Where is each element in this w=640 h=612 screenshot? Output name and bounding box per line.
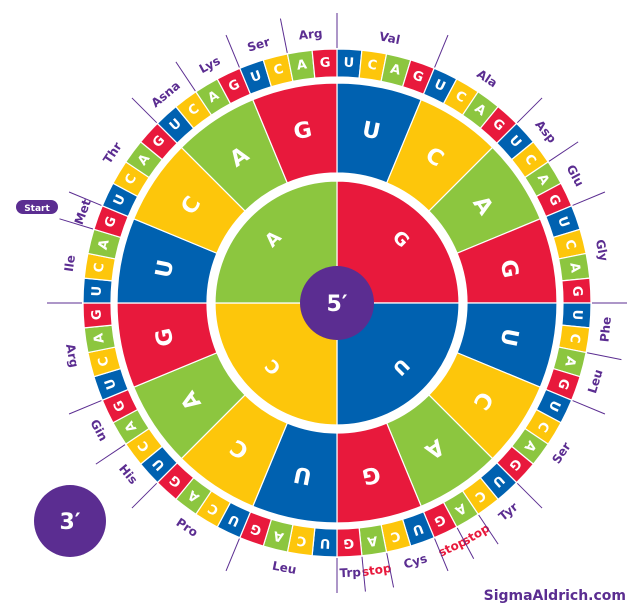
amino-acid-label: Phe bbox=[597, 316, 613, 343]
third-base-letter: U bbox=[249, 68, 264, 86]
third-base-letter: U bbox=[90, 286, 106, 297]
third-base-segment bbox=[311, 48, 338, 79]
third-base-letter: U bbox=[410, 520, 425, 538]
first-base-segment bbox=[214, 302, 338, 426]
amino-acid-divider bbox=[279, 18, 288, 53]
amino-acid-divider bbox=[456, 527, 475, 559]
third-base-letter: G bbox=[102, 215, 120, 230]
amino-acid-label: Trp bbox=[339, 565, 361, 580]
amino-acid-divider bbox=[572, 400, 606, 415]
third-base-letter: C bbox=[296, 532, 308, 548]
amino-acid-divider bbox=[225, 538, 240, 572]
amino-acid-divider bbox=[175, 61, 196, 92]
third-base-letter: A bbox=[366, 532, 378, 548]
amino-acid-divider bbox=[434, 538, 449, 572]
third-base-ring: U C A G UCAGUCAGUCAGUCAGUCAGUCAGUCAGUCAGUCAG… bbox=[82, 48, 592, 558]
third-base-letter: A bbox=[96, 238, 113, 251]
amino-acid-label: Leu bbox=[271, 559, 298, 577]
second-base-letter: U bbox=[292, 461, 314, 489]
amino-acid-divider bbox=[386, 553, 395, 588]
third-base-letter: G bbox=[320, 56, 331, 72]
third-base-letter: C bbox=[566, 332, 582, 344]
amino-acid-label: Ile bbox=[62, 254, 78, 273]
second-base-letter: G bbox=[360, 461, 383, 489]
third-base-letter: A bbox=[272, 527, 285, 544]
second-base-letter: G bbox=[495, 258, 523, 281]
center-circle bbox=[300, 266, 374, 340]
third-base-letter: U bbox=[343, 56, 354, 72]
third-base-letter: A bbox=[91, 332, 107, 344]
second-base-letter: U bbox=[360, 117, 382, 145]
third-base-letter: U bbox=[554, 215, 572, 230]
amino-acid-divider bbox=[131, 97, 158, 124]
amino-acid-label: Val bbox=[378, 29, 401, 47]
second-base-letter: G bbox=[151, 326, 179, 349]
amino-acid-divider bbox=[68, 400, 102, 415]
amino-acid-divider bbox=[548, 141, 579, 162]
amino-acid-divider bbox=[361, 556, 366, 592]
first-base-segment bbox=[336, 180, 460, 304]
third-base-letter: G bbox=[90, 309, 106, 320]
amino-acid-divider bbox=[434, 34, 449, 68]
amino-acid-divider bbox=[516, 97, 543, 124]
third-base-letter: C bbox=[272, 62, 285, 79]
third-base-letter: U bbox=[320, 535, 331, 551]
amino-acid-label: Ser bbox=[246, 35, 272, 55]
brand-text: SigmaAldrich.com bbox=[483, 588, 626, 604]
third-base-letter: A bbox=[566, 262, 582, 274]
third-base-letter: A bbox=[389, 62, 402, 79]
third-base-letter: G bbox=[410, 68, 425, 86]
amino-acid-divider bbox=[572, 191, 606, 206]
second-base-letter: U bbox=[495, 326, 523, 348]
third-base-letter: U bbox=[569, 309, 585, 320]
amino-acid-divider bbox=[95, 444, 126, 465]
third-base-letter: C bbox=[91, 262, 107, 274]
second-base-letter: U bbox=[151, 258, 179, 280]
third-base-letter: G bbox=[249, 520, 264, 538]
third-base-letter: C bbox=[389, 527, 402, 544]
third-base-letter: C bbox=[561, 238, 578, 251]
amino-acid-divider bbox=[59, 218, 94, 230]
stop-codon-label: stop bbox=[361, 561, 393, 579]
start-badge-label: Start bbox=[24, 204, 50, 214]
amino-acid-divider bbox=[587, 352, 622, 361]
amino-acid-label: Arg bbox=[63, 343, 81, 369]
amino-acid-divider bbox=[68, 191, 102, 206]
amino-acid-divider bbox=[131, 482, 158, 509]
start-badge bbox=[16, 200, 58, 214]
end-label: 3′ bbox=[59, 510, 80, 535]
third-base-letter: A bbox=[296, 57, 308, 73]
end-circle bbox=[34, 485, 106, 557]
second-base-letter: G bbox=[292, 117, 315, 145]
first-base-segment bbox=[336, 302, 460, 426]
amino-acid-divider bbox=[225, 34, 240, 68]
amino-acid-divider bbox=[516, 482, 543, 509]
center-label: 5′ bbox=[326, 292, 347, 317]
amino-acid-divider bbox=[478, 514, 499, 545]
third-base-letter: U bbox=[102, 376, 120, 391]
third-base-letter: G bbox=[569, 286, 585, 297]
amino-acid-label: Leu bbox=[585, 368, 605, 395]
third-base-letter: G bbox=[554, 376, 572, 391]
first-base-segment bbox=[214, 180, 338, 304]
amino-acid-label: Arg bbox=[298, 26, 323, 42]
second-base-segment bbox=[252, 82, 338, 184]
third-base-letter: C bbox=[366, 57, 378, 73]
amino-acid-label: Gly bbox=[593, 238, 611, 262]
third-base-letter: C bbox=[96, 355, 113, 368]
amino-acid-label: Cys bbox=[402, 551, 429, 571]
third-base-letter: A bbox=[561, 355, 578, 368]
third-base-letter: G bbox=[343, 535, 354, 551]
